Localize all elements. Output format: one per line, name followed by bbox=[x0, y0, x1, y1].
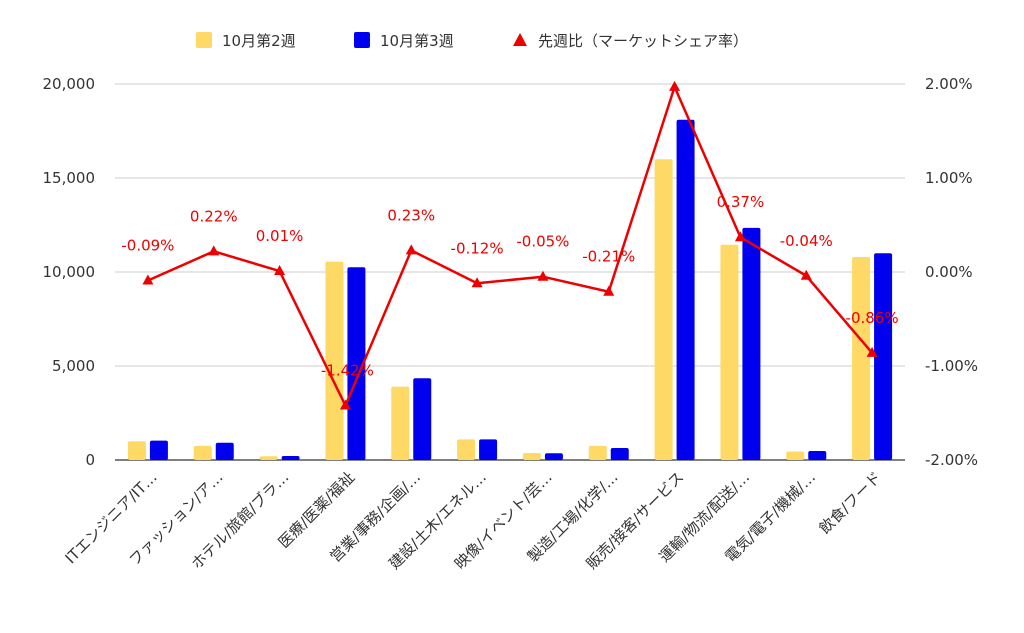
bar-week2 bbox=[588, 445, 607, 460]
bar-week3 bbox=[281, 456, 300, 460]
y-left-tick-label: 15,000 bbox=[43, 169, 96, 187]
share-change-data-label: 0.37% bbox=[717, 193, 765, 211]
bar-week3 bbox=[413, 378, 432, 460]
bar-week2 bbox=[852, 256, 871, 460]
share-change-data-label: 0.23% bbox=[387, 206, 435, 224]
share-change-marker bbox=[274, 265, 286, 276]
bar-series bbox=[127, 119, 893, 460]
share-change-marker bbox=[405, 244, 417, 255]
bar-week2 bbox=[720, 244, 739, 460]
share-change-marker bbox=[339, 399, 351, 410]
bar-week3 bbox=[479, 439, 498, 460]
bar-week3 bbox=[874, 253, 893, 460]
legend-swatch bbox=[513, 33, 527, 46]
bar-week2 bbox=[127, 441, 146, 460]
bar-week3 bbox=[215, 442, 234, 460]
bar-week3 bbox=[742, 227, 761, 460]
bar-week2 bbox=[522, 453, 541, 460]
legend-swatch bbox=[196, 32, 212, 48]
share-change-marker bbox=[537, 270, 549, 281]
legend-label: 先週比（マーケットシェア率） bbox=[538, 32, 748, 50]
bar-week2 bbox=[654, 159, 673, 460]
y-left-tick-label: 0 bbox=[85, 451, 95, 469]
share-change-marker bbox=[471, 277, 483, 288]
bar-week3 bbox=[544, 453, 563, 460]
bar-week3 bbox=[676, 119, 695, 460]
bar-week2 bbox=[391, 386, 410, 460]
share-change-marker bbox=[734, 231, 746, 242]
bar-week2 bbox=[259, 456, 278, 460]
line-series: -0.09%0.22%0.01%-1.42%0.23%-0.12% -0.05%-… bbox=[121, 80, 899, 410]
bar-week2 bbox=[786, 451, 805, 460]
share-change-data-label: -0.21% bbox=[582, 248, 635, 266]
legend-swatch bbox=[354, 32, 370, 48]
y-left-tick-label: 10,000 bbox=[43, 263, 96, 281]
share-change-data-label: -0.86% bbox=[846, 309, 899, 327]
bar-week3 bbox=[149, 440, 168, 460]
legend: 10月第2週 10月第3週 先週比（マーケットシェア率） bbox=[196, 32, 748, 50]
share-change-marker bbox=[800, 269, 812, 280]
legend-label: 10月第2週 bbox=[222, 32, 296, 50]
share-change-marker bbox=[208, 245, 220, 256]
y-right-tick-label: 0.00% bbox=[925, 263, 973, 281]
y-right-tick-label: -1.00% bbox=[925, 357, 978, 375]
bar-week2 bbox=[325, 261, 344, 460]
share-change-marker bbox=[669, 80, 681, 91]
x-category-label: 飲食/フード bbox=[816, 468, 885, 537]
share-change-data-label: 0.01% bbox=[256, 227, 304, 245]
y-right-tick-label: 2.00% bbox=[925, 75, 973, 93]
share-change-data-label: -0.12% bbox=[451, 239, 504, 257]
y-left-tick-label: 5,000 bbox=[52, 357, 95, 375]
share-change-data-label: -0.04% bbox=[780, 232, 833, 250]
gridlines bbox=[115, 83, 905, 461]
share-change-marker bbox=[603, 285, 615, 296]
bar-week2 bbox=[457, 439, 476, 460]
axes: 0 5,000 10,000 15,000 20,000 -2.00% -1.00% 0.00… bbox=[43, 75, 979, 573]
share-change-marker bbox=[866, 346, 878, 357]
bar-week2 bbox=[193, 445, 212, 460]
bar-week3 bbox=[347, 267, 366, 460]
bar-week3 bbox=[610, 447, 629, 460]
share-change-data-label: -1.42% bbox=[321, 361, 374, 379]
share-change-data-label: 0.22% bbox=[190, 207, 238, 225]
share-change-marker bbox=[142, 274, 154, 285]
y-right-tick-label: -2.00% bbox=[925, 451, 978, 469]
share-change-line bbox=[147, 85, 874, 407]
bar-week3 bbox=[808, 450, 827, 460]
y-left-tick-label: 20,000 bbox=[43, 75, 96, 93]
share-change-data-label: -0.09% bbox=[121, 236, 174, 254]
share-change-data-label: -0.05% bbox=[516, 233, 569, 251]
legend-label: 10月第3週 bbox=[380, 32, 454, 50]
y-right-tick-label: 1.00% bbox=[925, 169, 973, 187]
